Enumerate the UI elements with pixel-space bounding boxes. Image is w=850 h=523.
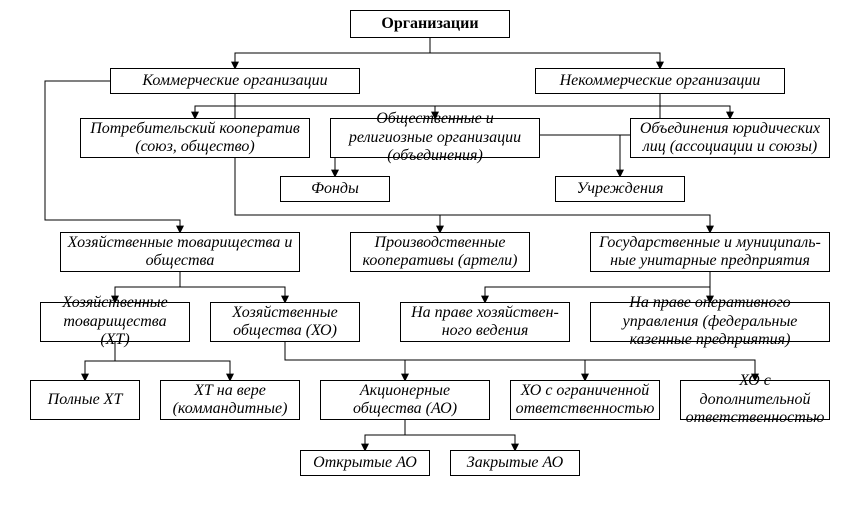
node-ao: Акционерные общества (АО) xyxy=(320,380,490,420)
node-relig: Общественные и религиозные организации (… xyxy=(330,118,540,158)
node-label: Хозяйственные товарищества и общества xyxy=(67,234,293,271)
node-label: Организации xyxy=(381,15,478,33)
node-label: Производственные кооперативы (артели) xyxy=(357,234,523,271)
node-noncomm: Некоммерческие организации xyxy=(535,68,785,94)
node-label: Акционерные общества (АО) xyxy=(327,382,483,419)
node-hto: Хозяйственные товарищества и общества xyxy=(60,232,300,272)
node-xtvere: ХТ на вере (коммандитные) xyxy=(160,380,300,420)
node-gup: Государственные и муниципаль- ные унитар… xyxy=(590,232,830,272)
node-assoc: Объединения юридических лиц (ассоциации … xyxy=(630,118,830,158)
node-label: Учреждения xyxy=(577,180,664,198)
node-oao: Открытые АО xyxy=(300,450,430,476)
org-chart: Организации Коммерческие организации Неком… xyxy=(0,0,850,523)
node-coop: Потребительский кооператив (союз, общест… xyxy=(80,118,310,158)
node-xoogr: ХО с ограниченной ответственностью xyxy=(510,380,660,420)
node-hozved: На праве хозяйствен- ного ведения xyxy=(400,302,570,342)
node-label: На праве хозяйствен- ного ведения xyxy=(407,304,563,341)
node-label: На праве оперативного управления (федера… xyxy=(597,294,823,349)
node-label: Потребительский кооператив (союз, общест… xyxy=(87,120,303,157)
node-xo: Хозяйственные общества (ХО) xyxy=(210,302,360,342)
edge-noncomm-assoc xyxy=(660,94,730,118)
node-label: Фонды xyxy=(311,180,359,198)
node-label: Общественные и религиозные организации (… xyxy=(337,110,533,165)
node-label: Закрытые АО xyxy=(467,454,563,472)
edge-ao-oao xyxy=(365,420,405,450)
node-label: Коммерческие организации xyxy=(142,72,327,90)
node-fullxt: Полные ХТ xyxy=(30,380,140,420)
node-root: Организации xyxy=(350,10,510,38)
node-zao: Закрытые АО xyxy=(450,450,580,476)
node-xt: Хозяйственные товарищества (ХТ) xyxy=(40,302,190,342)
edge-xo-xoogr xyxy=(285,342,585,380)
node-fondy: Фонды xyxy=(280,176,390,202)
node-label: ХТ на вере (коммандитные) xyxy=(167,382,293,419)
node-label: Государственные и муниципаль- ные унитар… xyxy=(597,234,823,271)
edge-hto-xo xyxy=(180,272,285,302)
node-label: Хозяйственные товарищества (ХТ) xyxy=(47,294,183,349)
edge-root-comm xyxy=(235,38,430,68)
edge-root-noncomm xyxy=(430,38,660,68)
node-label: ХО с ограниченной ответственностью xyxy=(516,382,655,419)
node-comm: Коммерческие организации xyxy=(110,68,360,94)
node-operupr: На праве оперативного управления (федера… xyxy=(590,302,830,342)
node-label: Объединения юридических лиц (ассоциации … xyxy=(637,120,823,157)
node-prodk: Производственные кооперативы (артели) xyxy=(350,232,530,272)
node-xodop: ХО с дополнительной ответственностью xyxy=(680,380,830,420)
node-label: ХО с дополнительной ответственностью xyxy=(686,372,825,427)
node-label: Полные ХТ xyxy=(48,391,123,409)
edge-ao-zao xyxy=(405,420,515,450)
node-label: Открытые АО xyxy=(313,454,417,472)
node-label: Некоммерческие организации xyxy=(560,72,761,90)
edge-xo-ao xyxy=(285,342,405,380)
node-uchr: Учреждения xyxy=(555,176,685,202)
node-label: Хозяйственные общества (ХО) xyxy=(217,304,353,341)
